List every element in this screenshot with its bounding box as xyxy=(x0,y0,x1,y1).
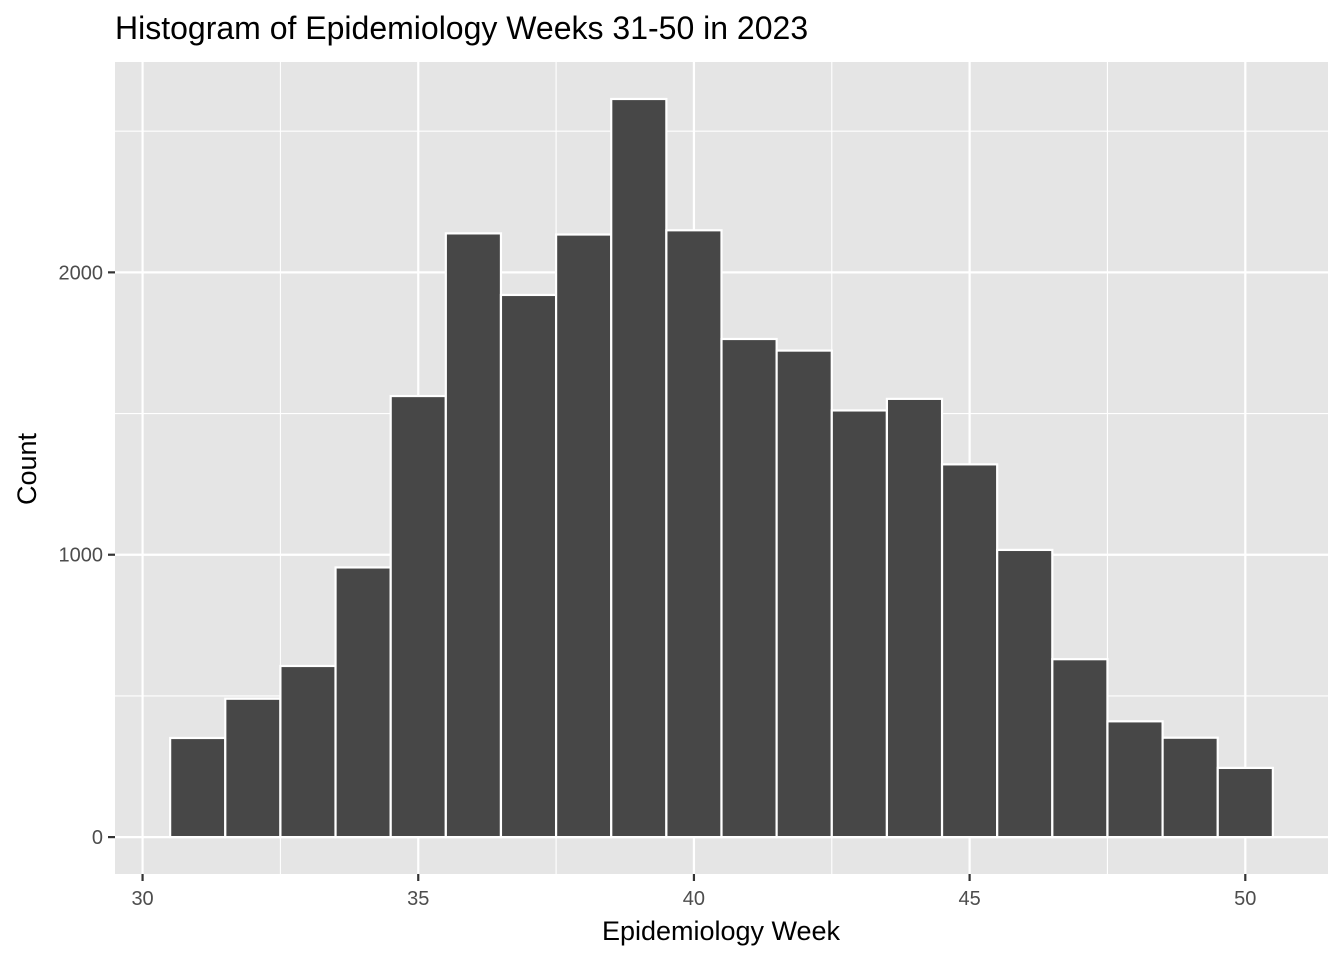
histogram-bar xyxy=(1106,720,1164,839)
y-tick-label: 0 xyxy=(92,827,103,849)
histogram-bar xyxy=(499,293,558,839)
histogram-bar xyxy=(610,97,668,839)
x-tick-label: 30 xyxy=(131,888,153,910)
histogram-bar xyxy=(169,736,227,839)
y-tick-label: 1000 xyxy=(59,545,104,567)
histogram-bar xyxy=(279,664,337,839)
x-tick-label: 40 xyxy=(683,888,705,910)
histogram-bar xyxy=(334,566,392,839)
histogram-bar xyxy=(996,548,1054,839)
histogram-bar xyxy=(1161,736,1219,839)
chart-title: Histogram of Epidemiology Weeks 31-50 in… xyxy=(115,10,808,46)
histogram-bar xyxy=(665,229,723,839)
histogram-bar xyxy=(940,463,999,839)
histogram-bar xyxy=(224,697,282,839)
histogram-bar xyxy=(1051,658,1109,839)
histogram-bar xyxy=(554,233,613,839)
histogram-bars xyxy=(169,97,1274,839)
y-axis-title: Count xyxy=(12,432,42,505)
y-axis-tick-labels: 0 1000 2000 xyxy=(59,262,104,849)
histogram-bar xyxy=(1216,766,1274,839)
histogram-bar xyxy=(720,337,778,839)
histogram-bar xyxy=(444,232,503,839)
x-axis-tick-labels: 30 35 40 45 50 xyxy=(131,888,1256,910)
x-tick-label: 50 xyxy=(1234,888,1256,910)
histogram-bar xyxy=(885,397,944,839)
axis-ticks xyxy=(108,271,1247,881)
y-tick-label: 2000 xyxy=(59,262,104,284)
histogram-bar xyxy=(775,349,833,839)
histogram-bar xyxy=(389,394,447,839)
histogram-bar xyxy=(830,409,889,839)
x-tick-label: 45 xyxy=(958,888,980,910)
x-axis-title: Epidemiology Week xyxy=(602,916,841,946)
x-tick-label: 35 xyxy=(407,888,429,910)
